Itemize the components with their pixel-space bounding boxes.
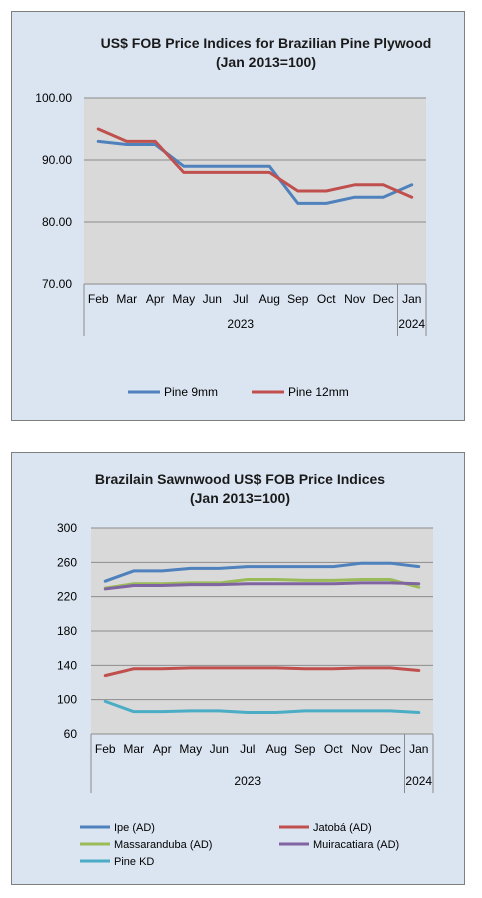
- series-line: [103, 666, 421, 678]
- legend-label: Pine 12mm: [288, 385, 349, 399]
- x-tick-label: Apr: [153, 742, 172, 756]
- y-tick-label: 300: [57, 521, 77, 535]
- y-tick-label: 100: [57, 693, 77, 707]
- y-tick-label: 260: [57, 555, 77, 569]
- x-tick-label: Dec: [380, 742, 401, 756]
- x-year-label: 2023: [227, 317, 254, 331]
- x-tick-label: Nov: [344, 292, 365, 306]
- series-line: [103, 561, 421, 583]
- legend-label: Pine 9mm: [164, 385, 218, 399]
- chart-title: Brazilain Sawnwood US$ FOB Price Indices: [95, 471, 385, 487]
- x-tick-label: Feb: [95, 742, 116, 756]
- x-year-label: 2023: [234, 774, 261, 788]
- plot-area: [84, 98, 426, 284]
- x-tick-label: Sep: [294, 742, 316, 756]
- sawnwood-chart-panel: Brazilain Sawnwood US$ FOB Price Indices…: [11, 452, 465, 885]
- chart-title: US$ FOB Price Indices for Brazilian Pine…: [101, 35, 432, 51]
- y-tick-label: 70.00: [42, 277, 72, 291]
- legend-label: Muiracatiara (AD): [313, 839, 399, 851]
- plywood-chart-panel: US$ FOB Price Indices for Brazilian Pine…: [11, 11, 465, 421]
- y-tick-label: 100.00: [35, 91, 72, 105]
- chart-subtitle: (Jan 2013=100): [216, 54, 316, 70]
- legend-label: Jatobá (AD): [313, 822, 372, 834]
- x-tick-label: Jan: [402, 292, 421, 306]
- x-tick-label: Apr: [146, 292, 165, 306]
- sawnwood-chart: Brazilain Sawnwood US$ FOB Price Indices…: [57, 471, 434, 868]
- x-tick-label: May: [172, 292, 195, 306]
- x-tick-label: Oct: [317, 292, 336, 306]
- y-tick-label: 80.00: [42, 215, 72, 229]
- x-tick-label: Aug: [259, 292, 280, 306]
- x-tick-label: Mar: [116, 292, 137, 306]
- x-year-label: 2024: [398, 317, 425, 331]
- legend-label: Massaranduba (AD): [114, 839, 212, 851]
- legend-label: Pine KD: [114, 856, 154, 868]
- x-tick-label: Aug: [266, 742, 287, 756]
- legend-label: Ipe (AD): [114, 822, 155, 834]
- series-line: [103, 581, 421, 591]
- series-line: [96, 139, 414, 205]
- x-year-label: 2024: [405, 774, 432, 788]
- series-line: [103, 699, 421, 715]
- x-tick-label: Jun: [210, 742, 229, 756]
- x-tick-label: Jul: [240, 742, 255, 756]
- y-tick-label: 60: [64, 727, 78, 741]
- y-tick-label: 140: [57, 658, 77, 672]
- chart-subtitle: (Jan 2013=100): [190, 490, 290, 506]
- x-tick-label: Jun: [203, 292, 222, 306]
- x-tick-label: May: [179, 742, 202, 756]
- x-tick-label: Jan: [409, 742, 428, 756]
- x-tick-label: Mar: [123, 742, 144, 756]
- series-line: [103, 578, 421, 590]
- x-tick-label: Sep: [287, 292, 309, 306]
- y-tick-label: 180: [57, 624, 77, 638]
- series-line: [96, 127, 414, 199]
- x-tick-label: Jul: [233, 292, 248, 306]
- y-tick-label: 220: [57, 590, 77, 604]
- x-tick-label: Oct: [324, 742, 343, 756]
- x-tick-label: Nov: [351, 742, 372, 756]
- y-tick-label: 90.00: [42, 153, 72, 167]
- plywood-chart: US$ FOB Price Indices for Brazilian Pine…: [35, 35, 432, 399]
- x-tick-label: Dec: [373, 292, 394, 306]
- x-tick-label: Feb: [88, 292, 109, 306]
